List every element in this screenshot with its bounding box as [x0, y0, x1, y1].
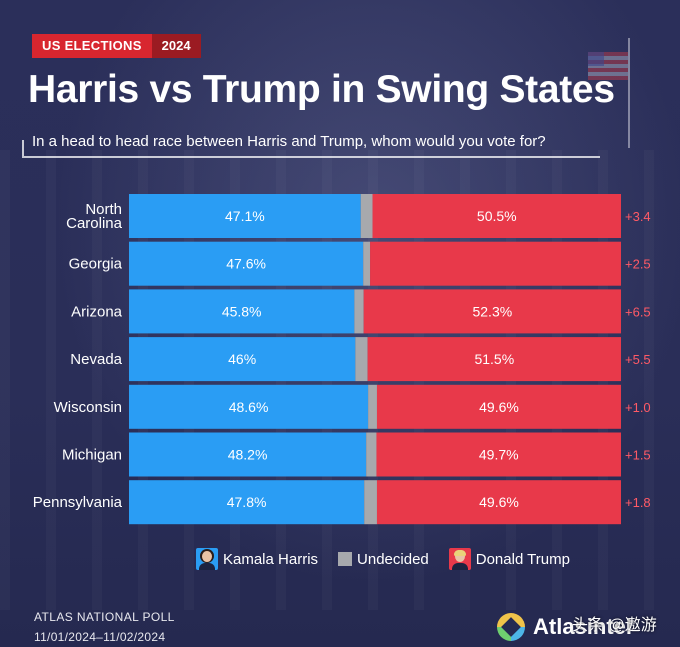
state-label: Carolina [66, 215, 123, 232]
state-label: Arizona [71, 303, 123, 320]
bar-undecided [368, 384, 377, 429]
bar-harris [129, 194, 361, 238]
brand-logo: Atlasintel [497, 613, 632, 641]
margin-label: +1.8 [625, 495, 651, 510]
bar-harris [129, 384, 369, 429]
bar-harris [129, 480, 365, 525]
legend-label-trump: Donald Trump [475, 550, 570, 568]
bar-label-harris: 45.8% [222, 303, 262, 319]
state-label: Michigan [62, 447, 122, 464]
tag-year: 2024 [151, 34, 201, 58]
bar-label-harris: 46% [228, 351, 256, 367]
bar-label-harris: 47.8% [227, 494, 267, 510]
election-tag: US ELECTIONS 2024 [32, 34, 201, 58]
bar-trump [363, 289, 621, 334]
bar-label-harris: 48.2% [228, 447, 268, 463]
bar-harris [129, 289, 355, 334]
legend-item-trump: Donald Trump [448, 548, 570, 570]
bar-trump [376, 384, 621, 429]
bar-undecided [354, 289, 364, 334]
bar-trump [367, 337, 621, 382]
bar-undecided [364, 480, 377, 525]
bar-harris [129, 241, 364, 286]
state-label: Nevada [70, 351, 122, 368]
state-label: Georgia [69, 256, 123, 273]
bar-label-trump: 51.5% [474, 351, 514, 367]
state-label: Pennsylvania [33, 494, 123, 511]
bar-undecided [366, 432, 377, 477]
bar-label-harris: 48.6% [229, 399, 269, 415]
tag-label: US ELECTIONS [32, 34, 152, 58]
bar-trump [372, 194, 621, 238]
page-title: Harris vs Trump in Swing States [28, 68, 615, 111]
margin-label: +3.4 [625, 209, 651, 224]
us-flag-icon [588, 52, 628, 80]
legend-item-harris: Kamala Harris [196, 548, 318, 570]
bar-label-trump: 52.3% [472, 303, 512, 319]
margin-label: +5.5 [625, 352, 651, 367]
atlas-logo-icon [497, 613, 525, 641]
flag-pole [628, 38, 630, 148]
chart-legend: Kamala Harris Undecided Donald Trump [196, 548, 570, 570]
harris-portrait-icon [196, 548, 218, 570]
bar-label-trump: 49.6% [479, 494, 519, 510]
trump-portrait-icon [448, 548, 471, 570]
bar-undecided [355, 337, 368, 382]
bar-label-harris: 47.6% [226, 256, 266, 272]
legend-label-undecided: Undecided [357, 550, 429, 568]
state-label: Wisconsin [54, 399, 122, 416]
bar-label-trump: 50.5% [477, 208, 517, 224]
brand-name: Atlasintel [533, 614, 633, 639]
gray-square-icon [338, 552, 353, 566]
poll-dates: 11/01/2024–11/02/2024 [34, 630, 166, 644]
legend-item-undecided: Undecided [338, 551, 429, 568]
bar-trump [370, 241, 621, 286]
bar-undecided [363, 241, 371, 286]
margin-label: +6.5 [625, 304, 651, 319]
watermark: 头条 @遨游 [572, 617, 657, 634]
margin-label: +1.0 [625, 400, 651, 415]
legend-label-harris: Kamala Harris [223, 550, 319, 568]
poll-source: ATLAS NATIONAL POLL [34, 610, 175, 624]
margin-label: +1.5 [625, 448, 651, 463]
margin-label: +2.5 [625, 257, 651, 272]
bar-label-trump: 49.6% [479, 399, 519, 415]
bar-label-harris: 47.1% [225, 208, 265, 224]
bar-trump [376, 432, 621, 477]
state-label: North [85, 201, 122, 218]
bar-harris [129, 432, 367, 477]
bar-label-trump: 49.7% [479, 447, 519, 463]
chart-subtitle: In a head to head race between Harris an… [32, 133, 546, 150]
bar-harris [129, 337, 356, 382]
subtitle-bracket [22, 140, 600, 158]
bar-undecided [360, 194, 373, 238]
bar-trump [376, 480, 621, 525]
